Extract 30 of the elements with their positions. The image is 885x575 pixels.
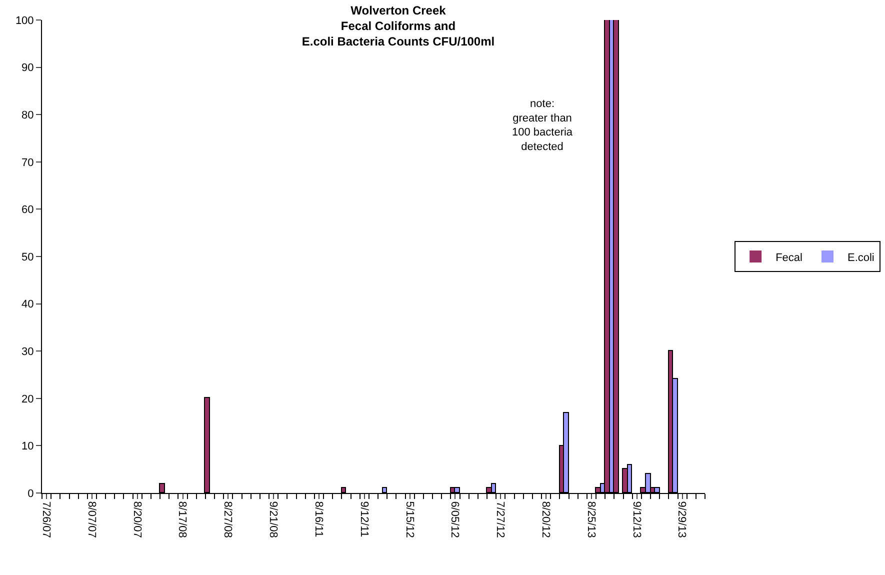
x-tick-label: 8/27/08 [222,501,234,538]
x-tick-label: 8/20/07 [130,501,143,538]
legend-label: E.coli [847,252,874,264]
x-tick-label: 7/27/12 [494,501,506,538]
y-tick-label: 60 [22,204,34,216]
y-tick-label: 80 [22,109,34,122]
x-tick-label: 8/20/12 [539,501,552,538]
x-tick-label: 9/29/13 [676,501,688,538]
y-tick-label: 40 [22,298,34,311]
x-tick-label: 6/05/12 [448,501,461,538]
y-tick-label: 100 [15,14,34,27]
chart-title: Wolverton Creek Fecal Coliforms and E.coli Bacteria Counts CFU/100ml [302,3,495,49]
x-tick-label: 8/16/11 [312,501,324,538]
annotation: note: greater than 100 bacteria detected [512,98,574,153]
x-tick-label: 8/25/13 [584,501,597,538]
y-tick-label: 90 [22,62,34,74]
y-tick-label: 0 [28,488,34,500]
x-tick-label: 8/17/08 [176,501,188,538]
x-tick-label: 9/12/13 [630,501,642,538]
x-tick-label: 5/15/12 [403,501,416,538]
y-tick-label: 70 [22,156,34,169]
y-tick-label: 50 [22,251,34,264]
y-tick-label: 10 [22,440,34,453]
legend-label: Fecal [776,252,802,264]
x-tick-label: 9/12/11 [358,501,370,538]
x-tick-label: 9/21/08 [267,501,280,538]
x-tick-label: 8/07/07 [85,501,98,538]
x-tick-label: 7/26/07 [40,501,52,538]
y-tick-label: 20 [22,393,34,406]
y-tick-label: 30 [22,346,34,358]
